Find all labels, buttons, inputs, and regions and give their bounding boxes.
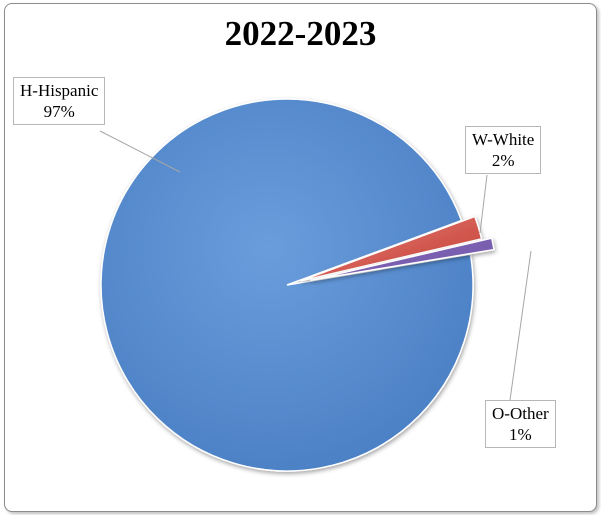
chart-title: 2022-2023 [224,14,377,53]
leader-line-hispanic [99,130,181,173]
pie-slice-hispanic [100,98,474,472]
data-label-white-value: 2% [491,151,515,170]
leader-line-white [479,174,488,234]
leader-lines [99,130,532,401]
data-label-hispanic-value: 97% [43,102,75,121]
data-label-other: O-Other 1% [485,400,556,448]
data-label-other-value: 1% [508,425,532,444]
data-label-hispanic-name: H-Hispanic [20,81,99,100]
leader-line-other [509,250,532,401]
data-label-hispanic: H-Hispanic 97% [13,77,106,125]
data-label-white-name: W-White [472,130,535,149]
data-label-white: W-White 2% [465,126,542,174]
data-label-other-name: O-Other [492,404,549,423]
pie-slice-other [310,237,495,282]
pie-slice-white [300,215,483,282]
pie-slices [100,98,495,472]
